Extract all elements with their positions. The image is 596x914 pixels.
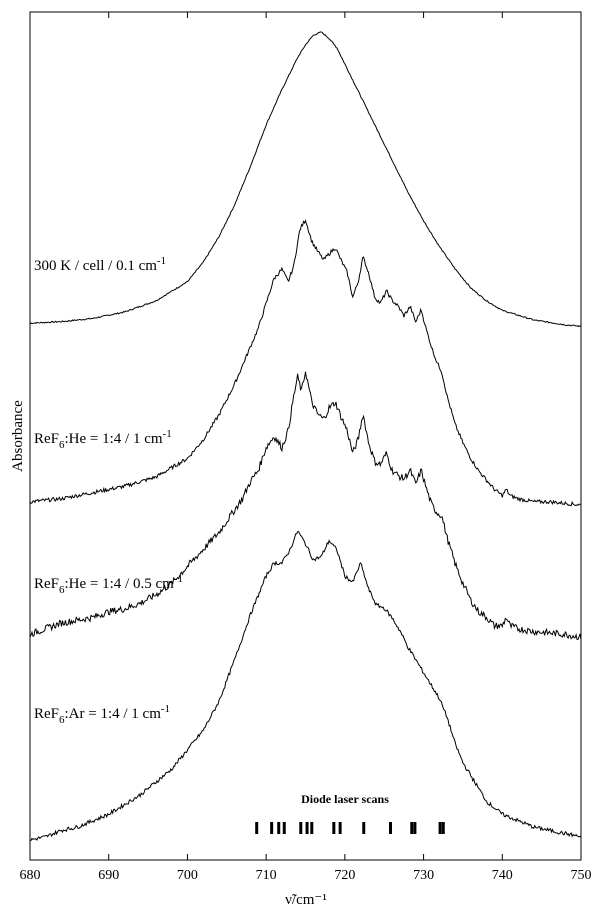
scan-mark-4 <box>282 822 286 834</box>
x-tick-label-710: 710 <box>256 868 277 883</box>
trace-label-3: ReF6:He = 1:4 / 0.5 cm-1 <box>34 573 183 596</box>
y-axis-title: Absorbance <box>10 400 26 472</box>
x-ticks: 680 690 700 710 720 730 740 750 <box>20 12 592 883</box>
scan-mark-6 <box>305 822 309 834</box>
trace-labels: 300 K / cell / 0.1 cm-1 ReF6:He = 1:4 / 1… <box>34 255 183 726</box>
x-tick-label-750: 750 <box>571 868 592 883</box>
scan-mark-15 <box>441 822 445 834</box>
trace-label-1: 300 K / cell / 0.1 cm-1 <box>34 255 166 274</box>
plot-frame <box>29 11 582 861</box>
x-tick-label-680: 680 <box>20 868 41 883</box>
scan-mark-2 <box>270 822 274 834</box>
scan-mark-3 <box>277 822 281 834</box>
spectrum-trace-1 <box>29 31 582 328</box>
scan-mark-10 <box>362 822 366 834</box>
traces <box>29 31 582 842</box>
x-tick-label-740: 740 <box>492 868 513 883</box>
diode-laser-scans-label: Diode laser scans <box>301 792 389 806</box>
diode-scan-marks <box>255 822 445 834</box>
x-tick-label-690: 690 <box>98 868 119 883</box>
x-axis-title: ν̃/cm⁻¹ <box>285 892 327 908</box>
scan-mark-1 <box>255 822 259 834</box>
trace-label-2: ReF6:He = 1:4 / 1 cm-1 <box>34 428 172 451</box>
scan-mark-5 <box>299 822 303 834</box>
spectrum-trace-3 <box>29 371 582 640</box>
x-tick-label-720: 720 <box>334 868 355 883</box>
scan-mark-9 <box>338 822 342 834</box>
scan-mark-12 <box>410 822 414 834</box>
spectrum-trace-2 <box>29 219 582 507</box>
spectrum-trace-4 <box>29 530 582 842</box>
trace-label-4: ReF6:Ar = 1:4 / 1 cm-1 <box>34 703 170 726</box>
x-tick-label-730: 730 <box>413 868 434 883</box>
x-tick-label-700: 700 <box>177 868 198 883</box>
scan-mark-14 <box>438 822 442 834</box>
scan-mark-8 <box>332 822 336 834</box>
scan-mark-13 <box>413 822 417 834</box>
scan-mark-11 <box>389 822 393 834</box>
scan-mark-7 <box>310 822 314 834</box>
